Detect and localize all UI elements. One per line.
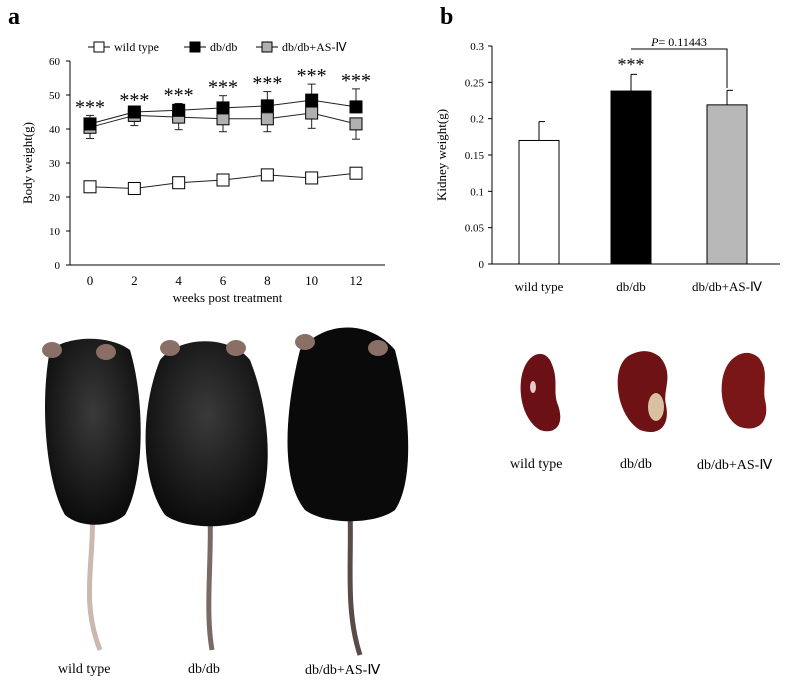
data-point: [305, 171, 319, 185]
data-point: [260, 112, 274, 126]
data-point: [216, 173, 230, 187]
data-point: [172, 176, 186, 190]
significance-stars: ***: [119, 90, 149, 112]
significance-stars: ***: [297, 65, 327, 87]
data-point: [349, 166, 363, 180]
body-weight-line-chart: 0 10 20 30 40 50 60 0 2 4 6 8 10 12 weeks post treatme…: [20, 40, 385, 305]
p-value-bracket: [631, 48, 728, 88]
y-tick-label: 0.15: [465, 150, 485, 162]
legend-label: db/db+AS-Ⅳ: [282, 40, 347, 54]
legend-label: wild type: [114, 40, 159, 54]
data-point: [260, 168, 274, 182]
x-tick-label: db/db+AS-Ⅳ: [692, 279, 762, 294]
kidney-label-db-db: db/db: [620, 457, 652, 472]
kidney-db-db: [617, 351, 668, 433]
y-tick-label: 30: [49, 158, 61, 170]
mice-photo: [42, 327, 409, 656]
significance-stars: ***: [618, 54, 645, 74]
x-tick-label: 2: [131, 273, 138, 288]
mouse-db-db: [145, 340, 268, 651]
x-tick-label: 0: [87, 273, 94, 288]
data-point: [83, 180, 97, 194]
legend-label: db/db: [210, 40, 237, 54]
y-tick-label: 0.25: [465, 77, 485, 89]
significance-stars: ***: [341, 70, 371, 92]
data-point: [349, 100, 363, 114]
y-tick-label: 0: [55, 260, 61, 272]
mouse-wild-type: [42, 338, 141, 651]
x-tick-label: 6: [220, 273, 227, 288]
mouse-db-db-as-iv: [287, 327, 409, 656]
significance-stars: ***: [252, 73, 282, 95]
y-axis-label: Body weight(g): [20, 122, 35, 204]
panel-label-a: a: [8, 4, 20, 30]
data-point: [305, 93, 319, 107]
bar: [518, 139, 560, 265]
data-point: [260, 99, 274, 113]
y-tick-label: 60: [49, 56, 61, 68]
bar: [610, 90, 652, 265]
y-tick-label: 0.05: [465, 223, 485, 235]
mouse-label-db-db-as-iv: db/db+AS-Ⅳ: [305, 663, 381, 678]
legend-marker: [261, 41, 273, 53]
significance-stars: ***: [75, 96, 105, 118]
data-point: [216, 112, 230, 126]
x-tick-label: db/db: [616, 279, 646, 294]
x-axis-label: weeks post treatment: [173, 290, 283, 305]
bar: [706, 104, 748, 265]
data-point: [349, 117, 363, 131]
x-tick-label: 10: [305, 273, 318, 288]
significance-stars: ***: [164, 85, 194, 107]
data-point: [172, 103, 186, 117]
y-axis-label: Kidney weight(g): [434, 109, 449, 201]
y-tick-label: 40: [49, 124, 61, 136]
data-point: [127, 182, 141, 195]
data-point: [83, 117, 97, 131]
kidney-db-db-as-iv: [721, 352, 767, 429]
y-tick-label: 0.1: [470, 186, 484, 198]
y-tick-label: 10: [49, 226, 61, 238]
y-tick-label: 0.3: [470, 41, 484, 53]
panel-label-b: b: [440, 4, 454, 30]
mouse-label-wild-type: wild type: [58, 662, 111, 677]
x-tick-label: 12: [350, 273, 363, 288]
p-value-label: P= 0.11443: [650, 35, 707, 49]
data-point: [305, 106, 319, 120]
kidney-label-db-db-as-iv: db/db+AS-Ⅳ: [697, 458, 773, 473]
data-point: [127, 105, 141, 119]
kidney-photo: [520, 351, 767, 433]
x-tick-label: 4: [175, 273, 182, 288]
y-tick-label: 0.2: [470, 114, 484, 126]
x-tick-label: 8: [264, 273, 271, 288]
y-tick-label: 50: [49, 90, 61, 102]
legend-marker: [93, 41, 105, 53]
y-tick-label: 20: [49, 192, 61, 204]
kidney-weight-bar-chart: 0 0.05 0.1 0.15 0.2 0.25 0.3 Kidney weight(g) wi…: [434, 35, 780, 294]
y-tick-label: 0: [479, 259, 485, 271]
kidney-wild-type: [520, 353, 561, 432]
kidney-label-wild-type: wild type: [510, 457, 563, 472]
significance-stars: ***: [208, 77, 238, 99]
data-point: [216, 101, 230, 115]
legend-marker: [189, 41, 201, 53]
mouse-label-db-db: db/db: [188, 662, 220, 677]
x-tick-label: wild type: [515, 279, 564, 294]
